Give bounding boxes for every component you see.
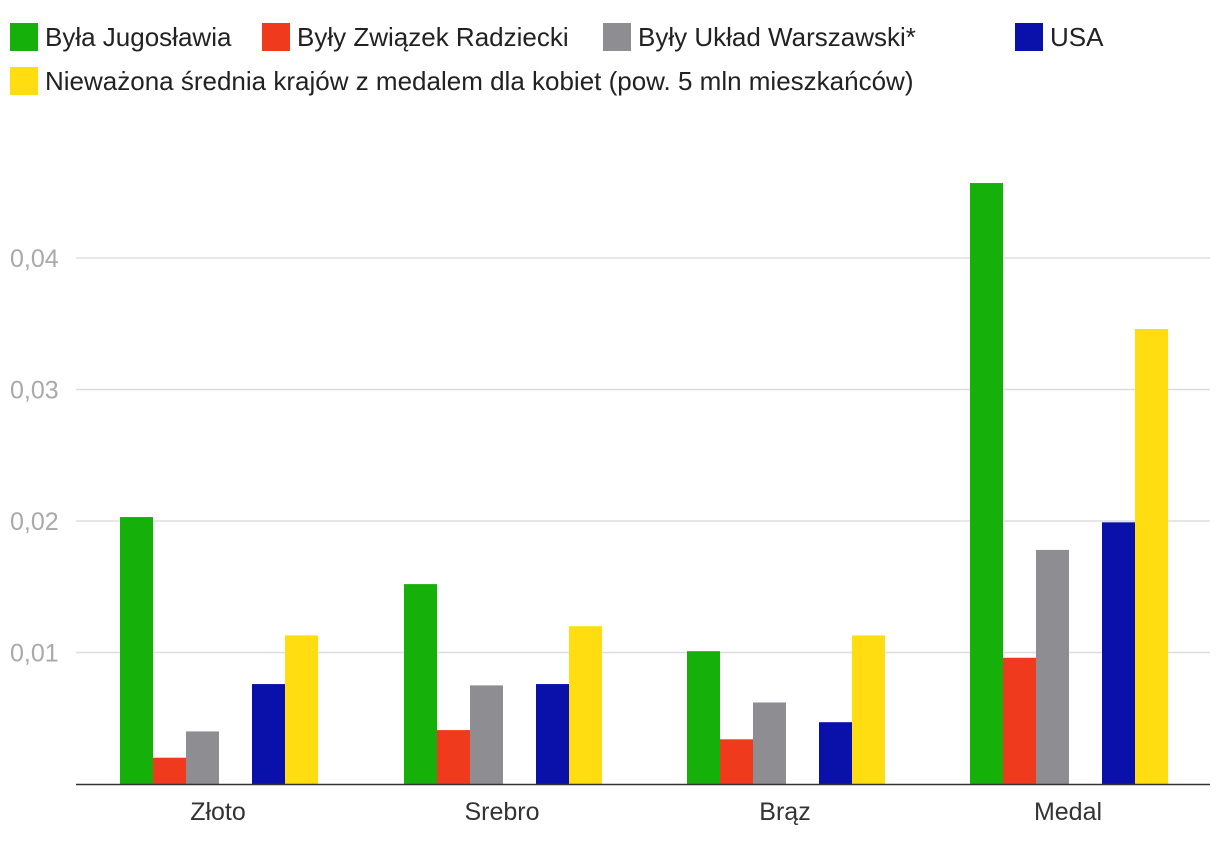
- bar-soviet-union: [720, 739, 753, 784]
- bar-warsaw-pact: [470, 685, 503, 784]
- y-tick-label: 0,04: [10, 245, 59, 273]
- bar-average: [569, 626, 602, 784]
- bar-average: [285, 635, 318, 784]
- legend-item-warsaw-pact: Były Układ Warszawski*: [603, 20, 916, 54]
- bar-yugoslavia: [404, 584, 437, 784]
- bar-yugoslavia: [970, 183, 1003, 785]
- bar-soviet-union: [437, 730, 470, 784]
- bar-yugoslavia: [120, 517, 153, 784]
- bar-warsaw-pact: [1036, 549, 1069, 784]
- bar-usa: [1102, 522, 1135, 784]
- legend-label-yugoslavia: Była Jugosławia: [45, 21, 232, 52]
- legend-swatch-yugoslavia: [10, 23, 38, 51]
- bar-usa: [819, 722, 852, 784]
- legend-item-soviet-union: Były Związek Radziecki: [262, 20, 569, 54]
- y-tick-label: 0,03: [10, 377, 59, 405]
- x-category-label: Srebro: [464, 798, 539, 826]
- legend-swatch-soviet-union: [262, 23, 290, 51]
- legend-label-average: Nieważona średnia krajów z medalem dla k…: [45, 65, 914, 96]
- legend-label-warsaw-pact: Były Układ Warszawski*: [638, 21, 916, 52]
- bar-average: [1135, 329, 1168, 784]
- legend-swatch-warsaw-pact: [603, 23, 631, 51]
- legend-swatch-usa: [1015, 23, 1043, 51]
- bar-soviet-union: [153, 757, 186, 784]
- legend-swatch-average: [10, 67, 38, 95]
- bar-warsaw-pact: [753, 702, 786, 784]
- legend-item-usa: USA: [1015, 20, 1103, 54]
- legend-item-yugoslavia: Była Jugosławia: [10, 20, 231, 54]
- bar-usa: [536, 684, 569, 784]
- x-category-label: Brąz: [759, 798, 810, 826]
- x-category-label: Złoto: [190, 798, 246, 826]
- legend-item-average: Nieważona średnia krajów z medalem dla k…: [10, 64, 914, 98]
- y-tick-label: 0,01: [10, 640, 59, 668]
- bar-usa: [252, 684, 285, 784]
- bar-yugoslavia: [687, 651, 720, 784]
- bar-warsaw-pact: [186, 731, 219, 784]
- x-category-label: Medal: [1034, 798, 1102, 826]
- bar-average: [852, 635, 885, 784]
- chart-legend: Była Jugosławia Były Związek Radziecki B…: [0, 0, 1220, 110]
- legend-label-usa: USA: [1050, 21, 1104, 52]
- y-tick-label: 0,02: [10, 508, 59, 536]
- legend-label-soviet-union: Były Związek Radziecki: [297, 21, 569, 52]
- bar-soviet-union: [1003, 657, 1036, 784]
